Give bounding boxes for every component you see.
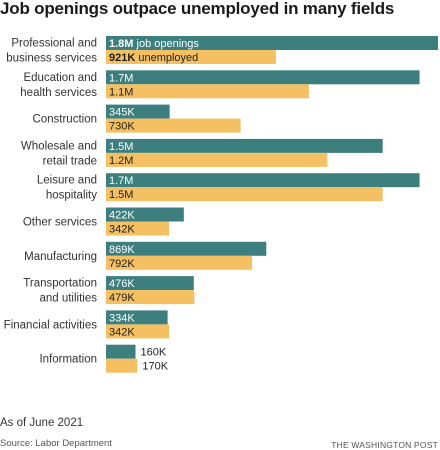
job-openings-label: 1.5M (109, 141, 133, 153)
unemployed-bar (106, 84, 309, 99)
category-label: Education and (23, 72, 97, 84)
job-openings-bar (106, 173, 420, 188)
category-label: Leisure and (37, 175, 97, 187)
category-label: Manufacturing (24, 251, 97, 263)
unemployed-label: 1.2M (109, 155, 133, 167)
unemployed-label: 730K (109, 121, 135, 133)
category-label: and utilities (39, 293, 97, 305)
unemployed-bar (106, 358, 138, 373)
source-note: Source: Labor Department (0, 438, 112, 449)
job-openings-bar (106, 276, 194, 291)
unemployed-label: 479K (109, 292, 135, 304)
category-label: Information (39, 354, 97, 366)
category-label: Wholesale and (21, 140, 97, 152)
job-openings-label: 345K (109, 107, 135, 119)
chart-title: Job openings outpace unemployed in many … (0, 0, 395, 18)
date-note: As of June 2021 (0, 417, 84, 429)
category-label: Financial activities (4, 319, 98, 331)
job-openings-label: 476K (109, 278, 135, 290)
category-label: hospitality (46, 190, 97, 202)
category-label: business services (6, 53, 97, 65)
unemployed-label: 342K (109, 224, 135, 236)
job-openings-label: 160K (141, 347, 167, 359)
category-label: Construction (32, 114, 97, 126)
unemployed-label: 921K unemployed (109, 52, 198, 64)
unemployed-bar (106, 118, 241, 133)
job-openings-label: 334K (109, 312, 135, 324)
unemployed-label: 1.1M (109, 86, 133, 98)
category-label: Other services (23, 217, 97, 229)
job-openings-bar (106, 207, 184, 222)
job-openings-label: 422K (109, 210, 135, 222)
unemployed-label: 342K (109, 326, 135, 338)
job-openings-bar (106, 344, 136, 359)
unemployed-bar (106, 152, 328, 167)
job-openings-bar (106, 70, 420, 85)
category-label: retail trade (43, 155, 97, 167)
unemployed-label: 1.5M (109, 189, 133, 201)
unemployed-bar (106, 50, 276, 64)
job-openings-bar (106, 104, 170, 119)
unemployed-bar (106, 221, 170, 236)
job-openings-label: 1.7M (109, 72, 133, 84)
job-openings-label: 1.8M job openings (109, 38, 199, 50)
job-openings-bar (106, 36, 438, 50)
unemployed-label: 792K (109, 258, 135, 270)
publisher-credit: THE WASHINGTON POST (331, 440, 438, 450)
job-openings-bar (106, 310, 168, 325)
unemployed-bar (106, 324, 170, 339)
category-label: Transportation (23, 278, 97, 290)
unemployed-label: 170K (142, 361, 168, 373)
category-label: Professional and (11, 38, 97, 50)
job-openings-label: 869K (109, 244, 135, 256)
job-openings-bar (106, 138, 383, 153)
unemployed-bar (106, 187, 383, 202)
category-label: health services (20, 87, 97, 99)
unemployed-bar (106, 290, 195, 305)
job-openings-label: 1.7M (109, 175, 133, 187)
job-openings-bar (106, 241, 267, 256)
unemployed-bar (106, 255, 253, 270)
